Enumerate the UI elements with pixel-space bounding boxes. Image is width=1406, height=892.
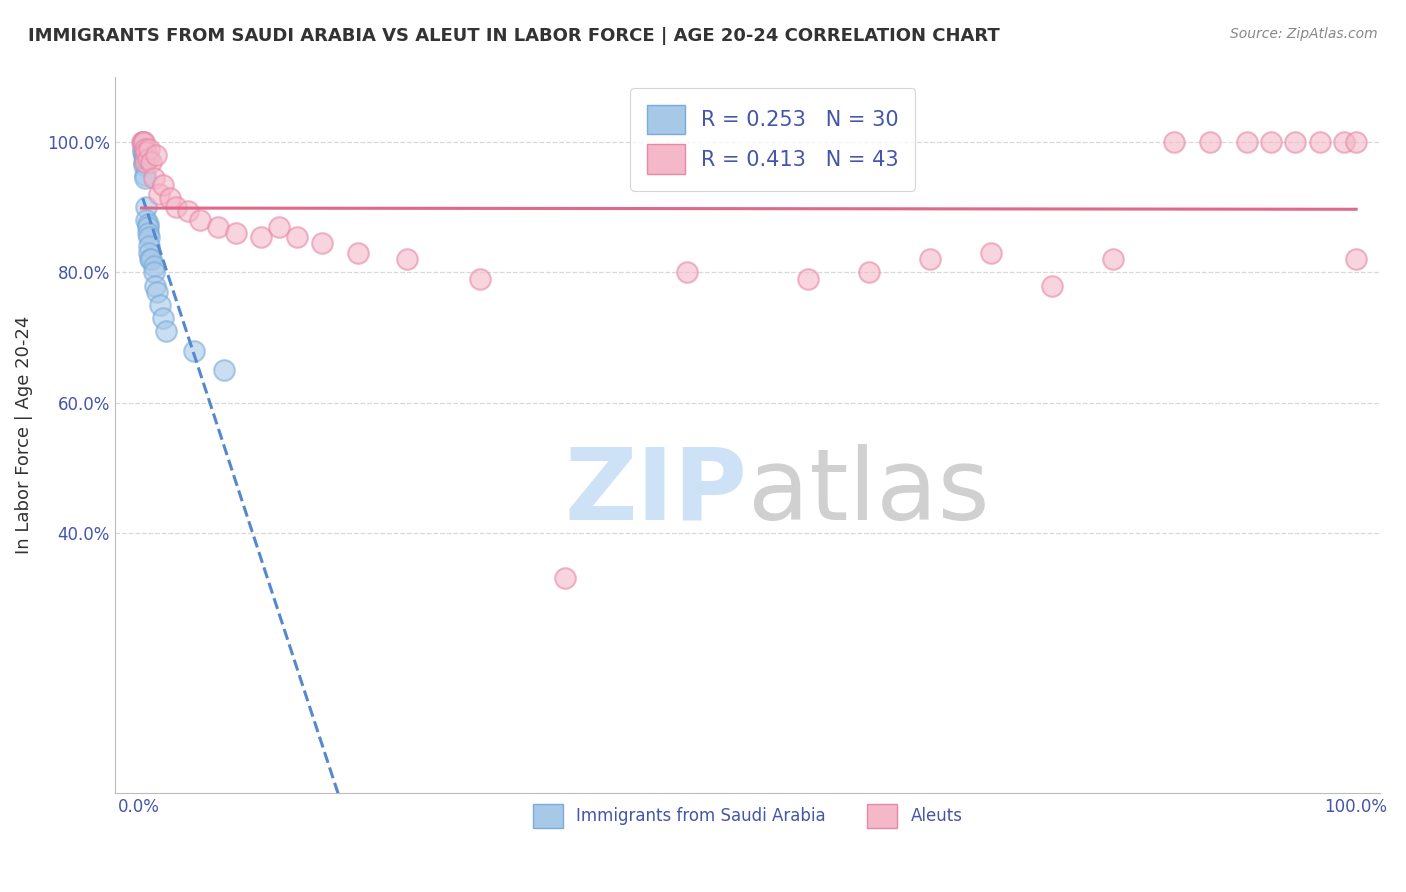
Point xyxy=(141,252,163,267)
Point xyxy=(136,152,159,166)
Point xyxy=(134,171,156,186)
Point xyxy=(132,136,155,150)
Point xyxy=(285,229,308,244)
Point xyxy=(311,236,333,251)
Point xyxy=(1346,136,1368,150)
Point xyxy=(138,239,160,253)
Point xyxy=(131,136,153,150)
Point xyxy=(138,229,160,244)
Point xyxy=(134,148,156,162)
Point xyxy=(138,246,160,260)
Point xyxy=(1040,278,1063,293)
Point xyxy=(134,155,156,169)
Point xyxy=(136,217,159,231)
Point xyxy=(149,298,172,312)
Point xyxy=(920,252,942,267)
Point xyxy=(134,142,156,156)
Point xyxy=(267,219,290,234)
Point xyxy=(141,155,163,169)
Text: Source: ZipAtlas.com: Source: ZipAtlas.com xyxy=(1230,27,1378,41)
Point xyxy=(1346,252,1368,267)
Legend: Immigrants from Saudi Arabia, Aleuts: Immigrants from Saudi Arabia, Aleuts xyxy=(526,797,969,834)
Point xyxy=(1236,136,1258,150)
Point xyxy=(152,311,174,326)
Point xyxy=(1309,136,1331,150)
Point xyxy=(468,272,491,286)
Point xyxy=(139,252,162,267)
Text: atlas: atlas xyxy=(748,443,990,541)
Point xyxy=(159,191,181,205)
Y-axis label: In Labor Force | Age 20-24: In Labor Force | Age 20-24 xyxy=(15,316,32,554)
Point xyxy=(207,219,229,234)
Point xyxy=(214,363,236,377)
Point xyxy=(142,265,165,279)
Point xyxy=(177,203,200,218)
Point xyxy=(152,178,174,192)
Point xyxy=(188,213,211,227)
Point xyxy=(1199,136,1222,150)
Point xyxy=(134,152,156,166)
Point xyxy=(134,142,156,156)
Point xyxy=(135,201,157,215)
Point xyxy=(142,259,165,273)
Point xyxy=(347,246,370,260)
Point xyxy=(138,142,160,156)
Point xyxy=(132,155,155,169)
Point xyxy=(1333,136,1355,150)
Point xyxy=(1260,136,1282,150)
Point xyxy=(1101,252,1123,267)
Point xyxy=(145,148,167,162)
Point xyxy=(132,145,155,160)
Point xyxy=(142,171,165,186)
Point xyxy=(136,219,159,234)
Point xyxy=(132,142,155,156)
Point xyxy=(143,278,166,293)
Point xyxy=(225,227,247,241)
Point xyxy=(980,246,1002,260)
Point xyxy=(132,158,155,172)
Point xyxy=(136,227,159,241)
Point xyxy=(797,272,820,286)
Point xyxy=(132,148,155,162)
Point xyxy=(132,136,155,150)
Point xyxy=(132,136,155,150)
Point xyxy=(165,201,187,215)
Point xyxy=(146,285,169,299)
Point xyxy=(135,213,157,227)
Point xyxy=(554,571,576,585)
Point xyxy=(395,252,418,267)
Point xyxy=(135,145,157,160)
Text: IMMIGRANTS FROM SAUDI ARABIA VS ALEUT IN LABOR FORCE | AGE 20-24 CORRELATION CHA: IMMIGRANTS FROM SAUDI ARABIA VS ALEUT IN… xyxy=(28,27,1000,45)
Point xyxy=(858,265,880,279)
Point xyxy=(183,343,205,358)
Point xyxy=(249,229,271,244)
Point xyxy=(148,187,170,202)
Point xyxy=(1163,136,1185,150)
Text: ZIP: ZIP xyxy=(565,443,748,541)
Point xyxy=(1284,136,1306,150)
Point xyxy=(675,265,697,279)
Point xyxy=(155,324,177,338)
Point xyxy=(134,168,156,182)
